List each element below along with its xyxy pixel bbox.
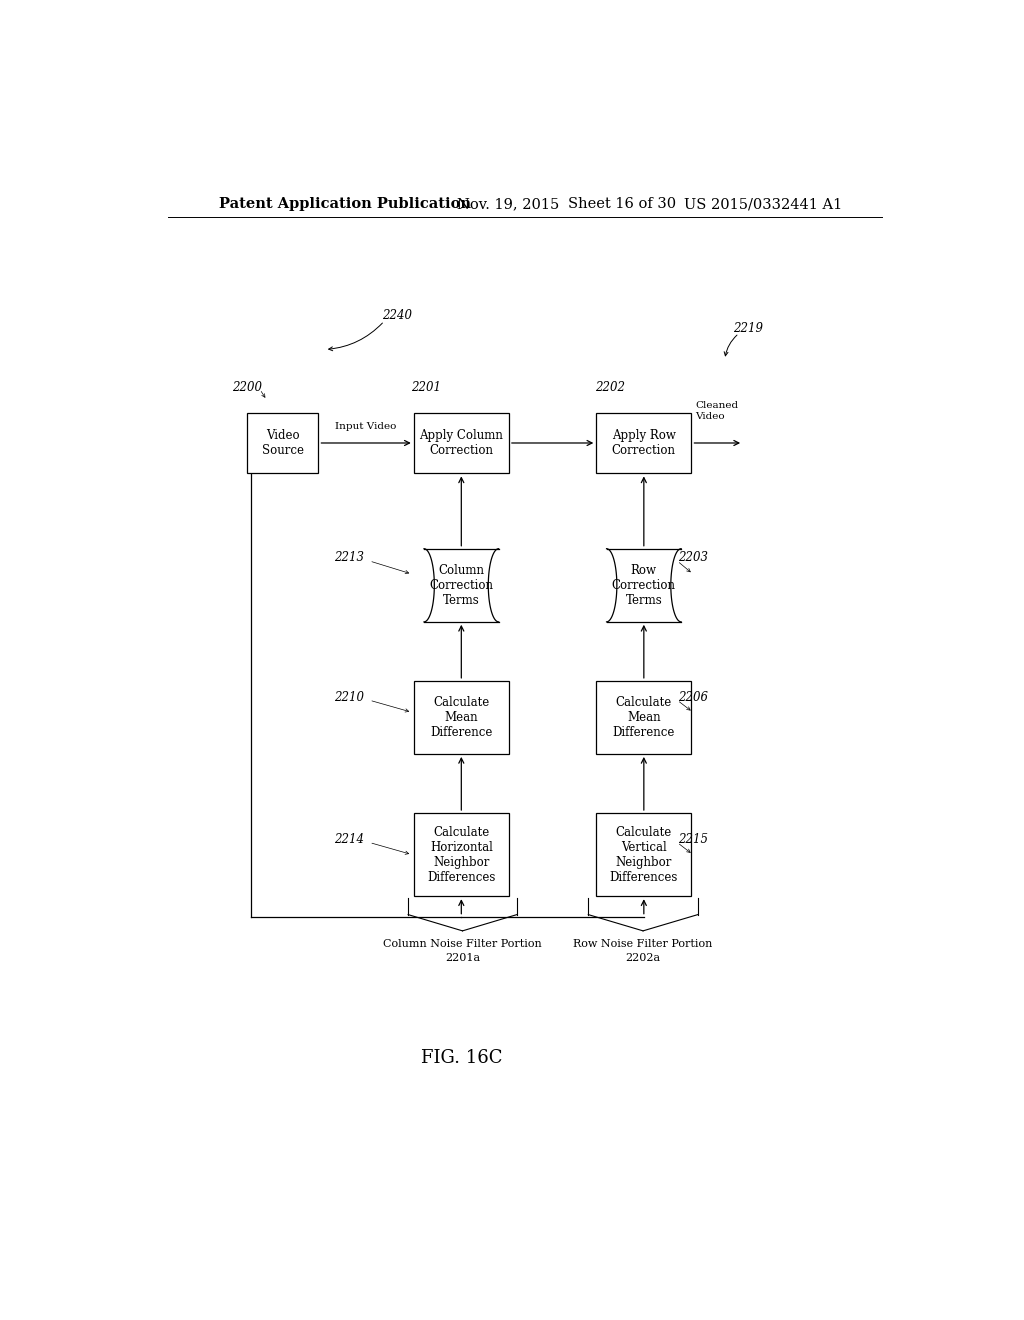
Text: 2214: 2214 — [335, 833, 365, 846]
Text: Cleaned
Video: Cleaned Video — [695, 401, 738, 421]
Text: Column
Correction
Terms: Column Correction Terms — [429, 564, 494, 607]
Text: Video
Source: Video Source — [262, 429, 304, 457]
Text: FIG. 16C: FIG. 16C — [421, 1049, 502, 1067]
Text: Row Noise Filter Portion: Row Noise Filter Portion — [573, 939, 713, 949]
FancyBboxPatch shape — [414, 412, 509, 474]
Text: Nov. 19, 2015: Nov. 19, 2015 — [458, 197, 559, 211]
Text: Row
Correction
Terms: Row Correction Terms — [612, 564, 676, 607]
Text: 2201a: 2201a — [445, 953, 480, 964]
Text: 2203: 2203 — [678, 552, 708, 565]
FancyBboxPatch shape — [596, 549, 691, 622]
Text: Input Video: Input Video — [336, 422, 396, 430]
Text: Apply Row
Correction: Apply Row Correction — [612, 429, 676, 457]
FancyBboxPatch shape — [596, 813, 691, 896]
Text: Apply Column
Correction: Apply Column Correction — [420, 429, 503, 457]
Text: Sheet 16 of 30: Sheet 16 of 30 — [568, 197, 677, 211]
Text: Column Noise Filter Portion: Column Noise Filter Portion — [383, 939, 542, 949]
FancyBboxPatch shape — [414, 813, 509, 896]
Text: 2202a: 2202a — [626, 953, 660, 964]
FancyBboxPatch shape — [414, 681, 509, 754]
Text: Calculate
Horizontal
Neighbor
Differences: Calculate Horizontal Neighbor Difference… — [427, 825, 496, 883]
Text: 2219: 2219 — [733, 322, 763, 335]
FancyBboxPatch shape — [414, 549, 509, 622]
Text: 2215: 2215 — [678, 833, 708, 846]
Text: 2202: 2202 — [596, 380, 626, 393]
Text: US 2015/0332441 A1: US 2015/0332441 A1 — [684, 197, 842, 211]
Text: 2200: 2200 — [232, 380, 262, 393]
Text: Calculate
Mean
Difference: Calculate Mean Difference — [430, 696, 493, 739]
Text: 2201: 2201 — [411, 380, 440, 393]
Text: 2206: 2206 — [678, 690, 708, 704]
FancyBboxPatch shape — [596, 681, 691, 754]
Text: 2213: 2213 — [335, 552, 365, 565]
Text: Calculate
Mean
Difference: Calculate Mean Difference — [612, 696, 675, 739]
Text: 2240: 2240 — [382, 309, 412, 322]
FancyBboxPatch shape — [596, 412, 691, 474]
Text: 2210: 2210 — [335, 690, 365, 704]
Text: Patent Application Publication: Patent Application Publication — [219, 197, 471, 211]
FancyBboxPatch shape — [247, 412, 318, 474]
Text: Calculate
Vertical
Neighbor
Differences: Calculate Vertical Neighbor Differences — [609, 825, 678, 883]
